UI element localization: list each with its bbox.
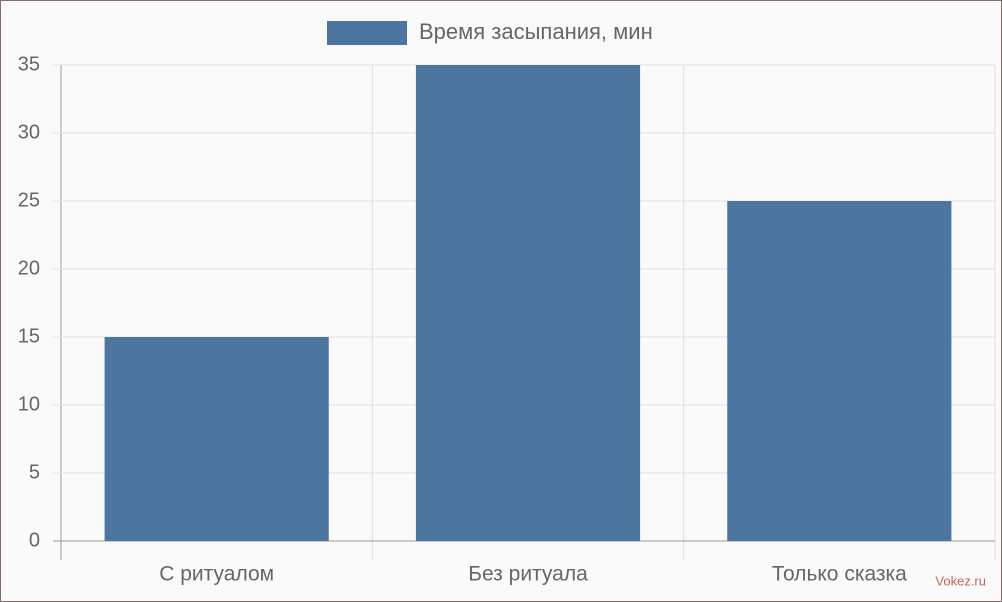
x-tick-label: Без ритуала (468, 563, 588, 586)
y-tick-label: 15 (18, 325, 40, 347)
bar (727, 201, 952, 541)
y-tick-label: 5 (29, 461, 40, 483)
x-tick-label: Только сказка (772, 563, 907, 586)
watermark: Vokez.ru (935, 573, 986, 588)
x-tick-label: С ритуалом (159, 563, 274, 586)
y-tick-label: 25 (18, 189, 40, 211)
legend-label: Время засыпания, мин (419, 19, 653, 44)
bar (104, 337, 329, 541)
y-tick-label: 0 (29, 529, 40, 551)
y-tick-label: 10 (18, 393, 40, 415)
legend-swatch (327, 21, 407, 45)
y-tick-label: 35 (18, 53, 40, 75)
bar (415, 65, 641, 541)
y-tick-label: 20 (18, 257, 40, 279)
y-tick-label: 30 (18, 121, 40, 143)
